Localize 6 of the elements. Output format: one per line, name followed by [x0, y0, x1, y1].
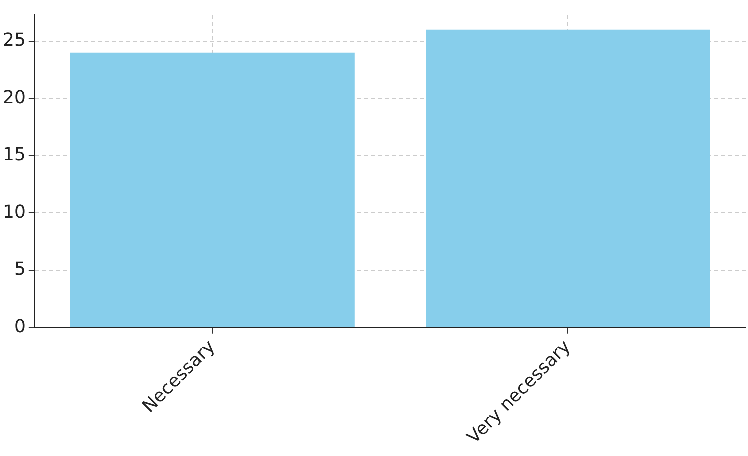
- y-tick-label: 25: [3, 30, 26, 52]
- y-tick-label: 10: [3, 202, 26, 223]
- y-tick-label: 5: [14, 259, 26, 280]
- y-tick-label: 15: [3, 144, 26, 166]
- y-tick-label: 20: [3, 87, 26, 108]
- y-tick-label: 0: [14, 316, 26, 338]
